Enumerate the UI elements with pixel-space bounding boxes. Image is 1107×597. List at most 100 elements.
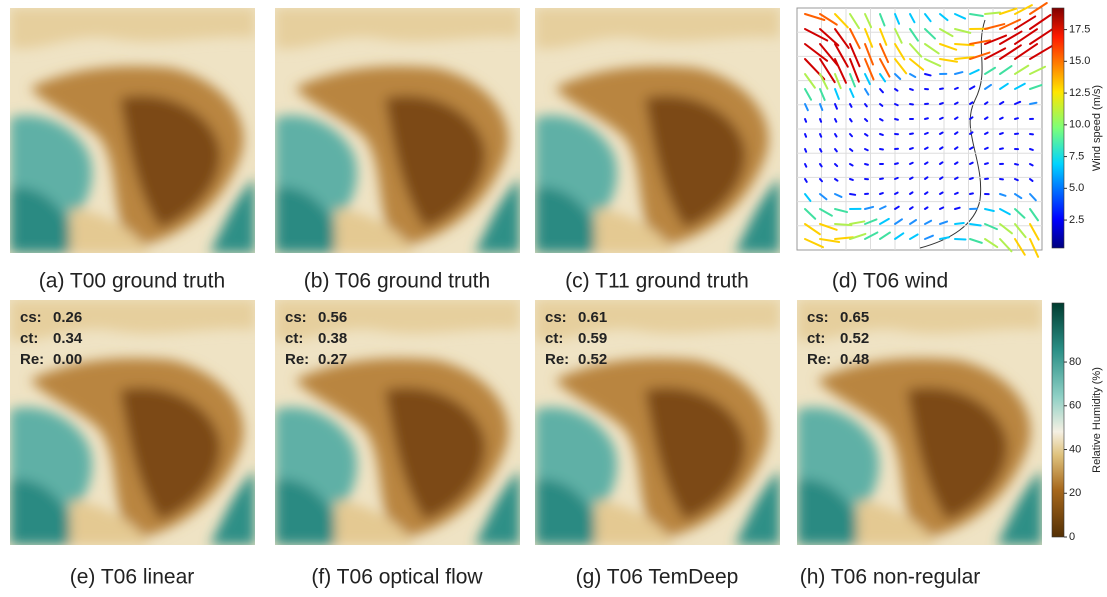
colorbar-label: Wind speed (m/s)	[1091, 85, 1103, 171]
wind-arrow	[985, 148, 988, 149]
wind-arrow	[970, 117, 972, 119]
wind-arrow	[820, 164, 822, 166]
map-image	[10, 8, 255, 253]
metric-label: Re:	[20, 351, 44, 368]
wind-arrow	[940, 177, 943, 179]
wind-arrow	[910, 89, 913, 90]
wind-arrow	[850, 194, 855, 195]
wind-arrow	[895, 104, 898, 105]
panel-caption: (f) T06 optical flow	[311, 566, 483, 589]
wind-arrow	[1030, 103, 1036, 104]
wind-arrow	[880, 119, 883, 120]
wind-arrow	[955, 162, 958, 164]
wind-arrow	[940, 207, 943, 209]
map-image	[10, 300, 255, 545]
colorbar-tick-label: 60	[1069, 400, 1081, 412]
wind-arrow	[910, 148, 913, 149]
metric-value: 0.48	[840, 351, 869, 368]
panel-caption: (a) T00 ground truth	[39, 270, 225, 293]
wind-arrow	[925, 207, 928, 209]
wind-arrow	[835, 119, 836, 122]
wind-arrow	[955, 147, 957, 149]
wind-arrow	[985, 102, 987, 104]
panel-caption: (e) T06 linear	[70, 566, 195, 589]
wind-arrow	[955, 208, 960, 209]
wind-arrow	[895, 89, 897, 91]
wind-arrow	[940, 162, 942, 164]
wind-arrow	[955, 103, 958, 104]
wind-arrow	[805, 164, 806, 167]
wind-arrow	[1030, 164, 1033, 165]
wind-arrow	[925, 118, 928, 119]
wind-arrow	[1030, 149, 1033, 150]
wind-arrow	[970, 163, 973, 164]
panel-caption: (d) T06 wind	[832, 270, 948, 293]
wind-arrow	[955, 178, 958, 179]
wind-arrow	[1015, 118, 1018, 119]
metric-value: 0.26	[53, 309, 82, 326]
wind-arrow	[955, 223, 964, 224]
colorbar-tick-label: 15.0	[1069, 55, 1090, 67]
wind-arrow	[955, 132, 957, 134]
metric-value: 0.65	[840, 309, 869, 326]
wind-arrow	[985, 117, 988, 119]
wind-arrow	[1000, 148, 1003, 149]
colorbar-tick-label: 5.0	[1069, 182, 1084, 194]
wind-arrow	[820, 119, 821, 122]
metric-label: ct:	[807, 330, 825, 347]
wind-arrow	[1000, 118, 1003, 119]
wind-arrow	[895, 193, 898, 194]
wind-arrow	[970, 147, 973, 149]
wind-arrow	[970, 132, 973, 134]
metric-value: 0.56	[318, 309, 347, 326]
wind-arrow	[895, 119, 898, 120]
colorbar	[1052, 303, 1064, 537]
wind-arrow	[1015, 164, 1018, 165]
metric-value: 0.52	[840, 330, 869, 347]
wind-arrow	[880, 193, 883, 194]
metric-label: cs:	[807, 309, 829, 326]
wind-arrow	[985, 163, 988, 164]
wind-arrow	[805, 149, 806, 152]
wind-arrow	[850, 119, 852, 121]
wind-arrow	[925, 192, 927, 194]
wind-arrow	[820, 149, 821, 152]
wind-arrow	[1015, 179, 1018, 180]
colorbar-tick-label: 80	[1069, 356, 1081, 368]
wind-arrow	[910, 163, 913, 164]
wind-arrow	[1000, 133, 1003, 134]
panel-caption: (g) T06 TemDeep	[576, 566, 739, 589]
metric-value: 0.00	[53, 351, 82, 368]
wind-arrow	[910, 133, 913, 134]
colorbar-tick-label: 0	[1069, 531, 1075, 543]
wind-arrow	[955, 239, 966, 240]
metric-value: 0.27	[318, 351, 347, 368]
colorbar-label: Relative Humidity (%)	[1091, 367, 1103, 473]
colorbar-tick-label: 10.0	[1069, 119, 1090, 131]
wind-arrow	[865, 149, 868, 150]
wind-arrow	[895, 178, 898, 179]
wind-arrow	[955, 117, 958, 119]
wind-arrow	[940, 118, 943, 119]
panel-caption: (c) T11 ground truth	[565, 270, 749, 293]
wind-arrow	[850, 104, 852, 107]
wind-arrow	[940, 147, 943, 149]
colorbar-tick-label: 17.5	[1069, 23, 1090, 35]
metric-label: cs:	[285, 309, 307, 326]
wind-arrow	[910, 177, 913, 179]
wind-arrow	[865, 134, 867, 136]
metric-label: Re:	[545, 351, 569, 368]
wind-arrow	[970, 178, 973, 179]
wind-arrow	[925, 133, 928, 134]
wind-arrow	[805, 119, 806, 122]
wind-arrow	[835, 224, 851, 225]
wind-arrow	[925, 74, 931, 75]
metric-label: ct:	[20, 330, 38, 347]
map-image	[275, 8, 520, 253]
wind-arrow	[985, 133, 988, 134]
colorbar-tick-label: 20	[1069, 487, 1081, 499]
wind-arrow	[865, 164, 868, 165]
map-image	[535, 300, 780, 545]
map-image	[535, 8, 780, 253]
wind-arrow	[940, 103, 943, 104]
